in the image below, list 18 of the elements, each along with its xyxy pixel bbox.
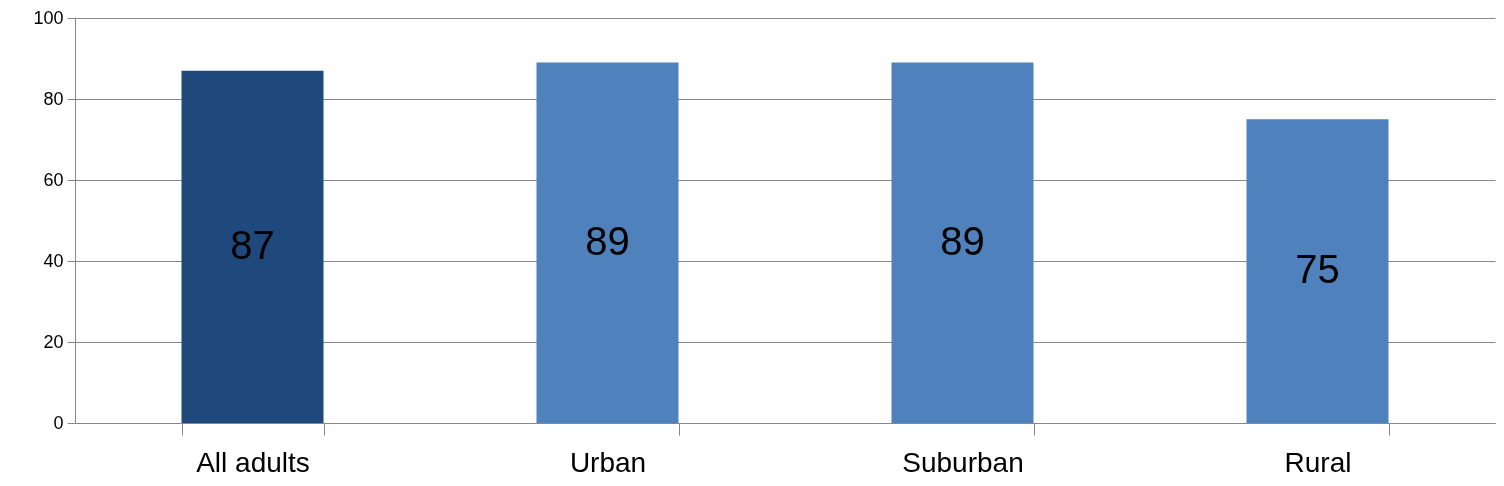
x-tick-label: Urban xyxy=(569,446,647,478)
y-tick-label: 100 xyxy=(33,7,64,28)
y-tick-label: 40 xyxy=(43,250,64,271)
y-tick-label: 80 xyxy=(43,88,64,109)
bar xyxy=(1246,119,1389,423)
x-tick-label: All adults xyxy=(196,446,310,478)
y-tick-label: 20 xyxy=(43,331,64,352)
data-label: 75 xyxy=(1295,247,1340,292)
x-tick-label: Rural xyxy=(1284,446,1352,478)
data-label: 89 xyxy=(585,218,630,263)
bar xyxy=(891,62,1034,423)
bar xyxy=(536,62,679,423)
data-label: 89 xyxy=(940,218,985,263)
data-label: 87 xyxy=(230,222,275,267)
bar xyxy=(181,70,324,423)
x-tick-label: Suburban xyxy=(902,446,1024,478)
y-tick-label: 60 xyxy=(43,169,64,190)
y-tick-label: 0 xyxy=(53,412,64,433)
